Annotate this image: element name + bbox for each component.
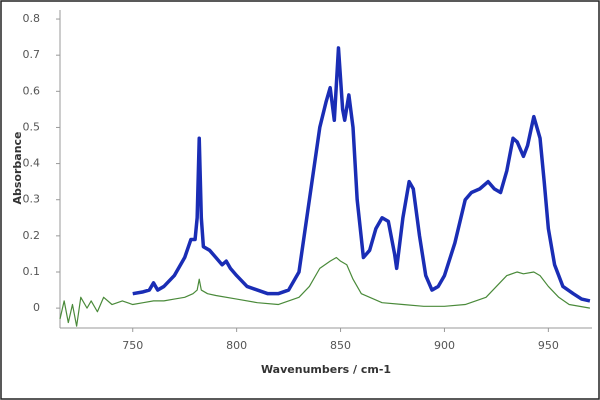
y-tick-label: 0.3 bbox=[23, 193, 41, 206]
y-tick-label: 0.2 bbox=[23, 229, 41, 242]
y-tick-label: 0.5 bbox=[23, 120, 41, 133]
x-tick-label: 900 bbox=[434, 339, 455, 352]
y-tick-label: 0.7 bbox=[23, 48, 41, 61]
spectrum-line bbox=[132, 46, 591, 303]
x-axis-title: Wavenumbers / cm-1 bbox=[261, 363, 391, 376]
y-tick-label: 0.8 bbox=[23, 12, 41, 25]
x-tick-label: 750 bbox=[122, 339, 143, 352]
x-tick-label: 850 bbox=[330, 339, 351, 352]
y-tick-label: 0.1 bbox=[23, 265, 41, 278]
y-tick-label: 0 bbox=[33, 301, 40, 314]
x-tick-label: 800 bbox=[226, 339, 247, 352]
spectrum-line bbox=[59, 256, 591, 327]
y-tick-label: 0.6 bbox=[23, 84, 41, 97]
y-axis-title: Absorbance bbox=[11, 131, 24, 204]
y-tick-label: 0.4 bbox=[23, 157, 41, 170]
x-tick-label: 950 bbox=[538, 339, 559, 352]
